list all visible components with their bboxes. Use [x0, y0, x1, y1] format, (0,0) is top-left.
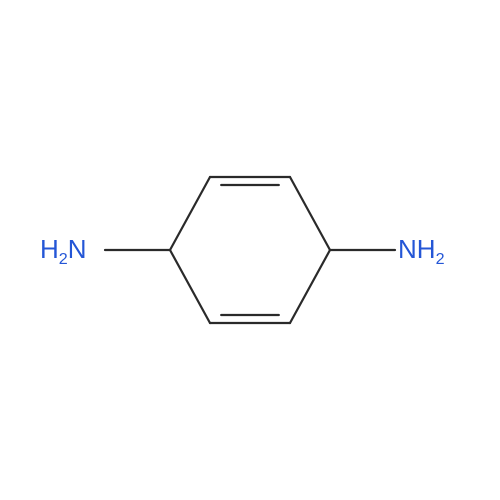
left-amine-label: H2N: [40, 234, 87, 269]
right-amine-label: NH2: [398, 234, 445, 269]
